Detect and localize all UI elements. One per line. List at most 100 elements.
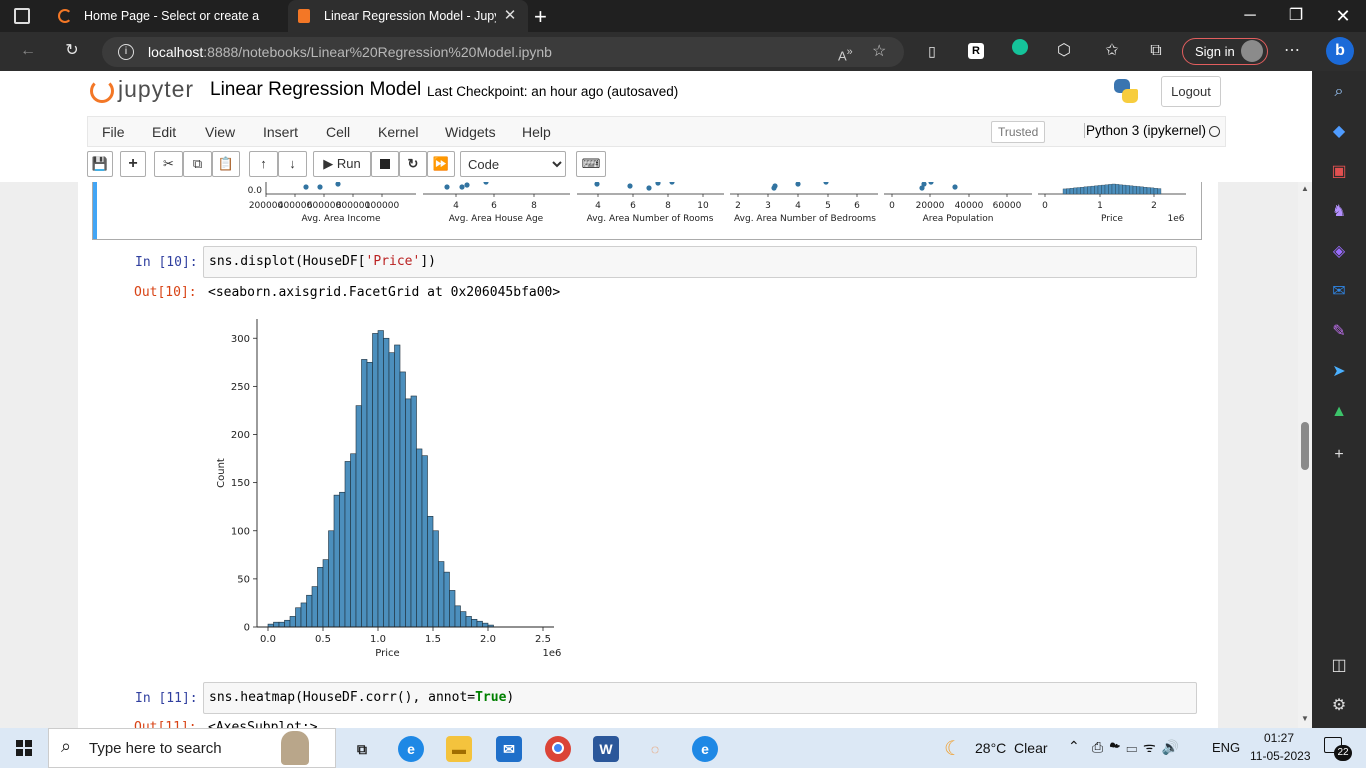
save-button[interactable]: 💾 — [87, 151, 113, 177]
notebook-title[interactable]: Linear Regression Model — [210, 79, 422, 100]
word-icon[interactable]: W — [593, 736, 619, 762]
send-icon[interactable]: ➤ — [1332, 363, 1346, 380]
cut-button[interactable]: ✂ — [154, 151, 183, 177]
scroll-thumb[interactable] — [1301, 422, 1309, 470]
histogram-bar — [416, 448, 423, 628]
maximize-icon[interactable]: ❐ — [1288, 7, 1304, 24]
jupyter-logo-text[interactable]: jupyter — [118, 76, 195, 102]
restart-run-all-button[interactable]: ⏩ — [427, 151, 455, 177]
language-indicator[interactable]: ENG — [1212, 740, 1241, 755]
edge-taskbar-icon[interactable]: e — [398, 736, 424, 762]
interrupt-button[interactable] — [371, 151, 399, 177]
task-view-icon[interactable]: ⧉ — [357, 741, 367, 757]
move-down-button[interactable]: ↓ — [278, 151, 307, 177]
file-explorer-icon[interactable]: ▬ — [446, 736, 472, 762]
menu-help[interactable]: Help — [522, 124, 551, 140]
histogram-bar — [410, 395, 417, 628]
back-icon[interactable]: ← — [20, 42, 36, 59]
notification-icon[interactable]: 22 — [1324, 737, 1352, 761]
minimize-icon[interactable]: ─ — [1244, 7, 1256, 24]
menu-widgets[interactable]: Widgets — [445, 124, 496, 140]
menu-edit[interactable]: Edit — [152, 124, 177, 140]
kernel-name[interactable]: Python 3 (ipykernel) — [1084, 123, 1207, 138]
edge-active-icon[interactable]: e — [692, 736, 718, 762]
insert-cell-button[interactable]: + — [120, 151, 146, 177]
close-tab-icon[interactable]: ✕ — [503, 7, 517, 24]
more-icon[interactable]: ⋯ — [1284, 42, 1300, 59]
x-tick-label: 5 — [825, 201, 831, 211]
x-tick-label: 2.5 — [535, 634, 551, 645]
favorites-icon[interactable]: ✩ — [1105, 42, 1119, 59]
histogram-bar — [344, 461, 351, 628]
restart-button[interactable]: ↻ — [399, 151, 427, 177]
show-hidden-icon[interactable]: ⌃ — [1068, 738, 1080, 754]
search-icon[interactable]: ⌕ — [1334, 83, 1344, 100]
tray-icons[interactable]: ⎙☁▭ᯤ🔊 — [1092, 739, 1186, 755]
copy-button[interactable]: ⧉ — [183, 151, 212, 177]
add-icon[interactable]: + — [1334, 446, 1344, 463]
x-tick-label: 0 — [889, 201, 895, 211]
histogram-bar — [350, 453, 357, 628]
scroll-up-icon[interactable]: ▲ — [1301, 184, 1309, 193]
weather-text[interactable]: 28°C Clear — [975, 740, 1048, 756]
settings-icon[interactable]: ⚙ — [1331, 697, 1347, 714]
games-icon[interactable]: ♞ — [1331, 203, 1347, 220]
clock-date[interactable]: 11-05-2023 — [1250, 749, 1311, 763]
logout-button[interactable]: Logout — [1161, 76, 1221, 107]
chrome-icon[interactable] — [545, 736, 571, 762]
search-highlight-icon — [281, 731, 309, 765]
designer-icon[interactable]: ✎ — [1332, 323, 1346, 340]
favorite-add-icon[interactable]: ☆ — [872, 43, 887, 60]
tab-linear-regression[interactable]: Linear Regression Model - Jupyte ✕ — [288, 0, 528, 32]
collections-icon[interactable]: ⧉ — [1150, 42, 1162, 59]
paste-button[interactable]: 📋 — [212, 151, 240, 177]
command-palette-button[interactable]: ⌨ — [576, 151, 606, 177]
close-window-icon[interactable]: ✕ — [1335, 6, 1351, 26]
taskbar-search[interactable]: ⌕ Type here to search — [48, 728, 336, 768]
menu-cell[interactable]: Cell — [326, 124, 351, 140]
extension-grammarly-icon[interactable] — [1008, 39, 1032, 63]
clock-time[interactable]: 01:27 — [1264, 731, 1295, 745]
menu-bar: File Edit View Insert Cell Kernel Widget… — [87, 116, 1226, 147]
play-icon: ▶ — [323, 156, 334, 171]
run-button[interactable]: ▶ Run — [313, 151, 371, 177]
read-aloud-icon[interactable]: A» — [838, 46, 853, 64]
cell-type-select[interactable]: Code — [460, 151, 566, 177]
weather-icon[interactable]: ☾ — [944, 738, 962, 760]
site-info-icon[interactable]: i — [118, 44, 134, 60]
jupyter-taskbar-icon[interactable]: ◌ — [650, 741, 660, 757]
mail-icon[interactable]: ✉ — [496, 736, 522, 762]
price-histogram: 0 50 100 150 200 250 300 0.0 0.5 1.0 1.5 2.0 2.5 1e6 P… — [216, 319, 562, 659]
code-input[interactable]: sns.displot(HouseDF['Price']) — [203, 246, 1197, 278]
menu-file[interactable]: File — [102, 124, 125, 140]
refresh-icon[interactable]: ↻ — [65, 42, 79, 59]
jupyter-logo-icon[interactable] — [90, 79, 114, 103]
sidebar-layout-icon[interactable]: ◫ — [1331, 657, 1347, 674]
scroll-down-icon[interactable]: ▼ — [1301, 714, 1309, 723]
shopping-icon[interactable]: ◆ — [1332, 123, 1346, 140]
extension-r-icon[interactable]: R — [964, 39, 988, 63]
signin-button[interactable]: Sign in — [1182, 38, 1268, 65]
tab-home-page[interactable]: Home Page - Select or create a n — [46, 0, 286, 32]
tools-icon[interactable]: ▣ — [1331, 163, 1347, 180]
code-input[interactable]: sns.heatmap(HouseDF.corr(), annot=True) — [203, 682, 1197, 714]
start-icon[interactable] — [16, 740, 32, 756]
address-bar[interactable]: i localhost:8888/notebooks/Linear%20Regr… — [102, 37, 904, 67]
outlook-icon[interactable]: ✉ — [1332, 283, 1346, 300]
menu-view[interactable]: View — [205, 124, 236, 140]
menu-kernel[interactable]: Kernel — [378, 124, 419, 140]
x-offset-label: 1e6 — [543, 648, 562, 659]
move-up-button[interactable]: ↑ — [249, 151, 278, 177]
new-tab-icon[interactable]: + — [534, 4, 547, 29]
tab-actions-icon[interactable] — [14, 8, 30, 24]
office-icon[interactable]: ◈ — [1332, 243, 1346, 260]
trusted-badge[interactable]: Trusted — [991, 121, 1046, 143]
x-axis-label: Avg. Area Income — [301, 214, 381, 224]
menu-insert[interactable]: Insert — [263, 124, 299, 140]
tree-icon[interactable]: ▲ — [1331, 403, 1347, 420]
extensions-icon[interactable]: ⬡ — [1057, 42, 1071, 59]
page-scrollbar[interactable]: ▲ ▼ — [1298, 182, 1312, 728]
scatter-point — [772, 183, 778, 189]
bing-icon[interactable]: b — [1326, 37, 1354, 65]
app-available-icon[interactable]: ▯ — [928, 43, 936, 59]
